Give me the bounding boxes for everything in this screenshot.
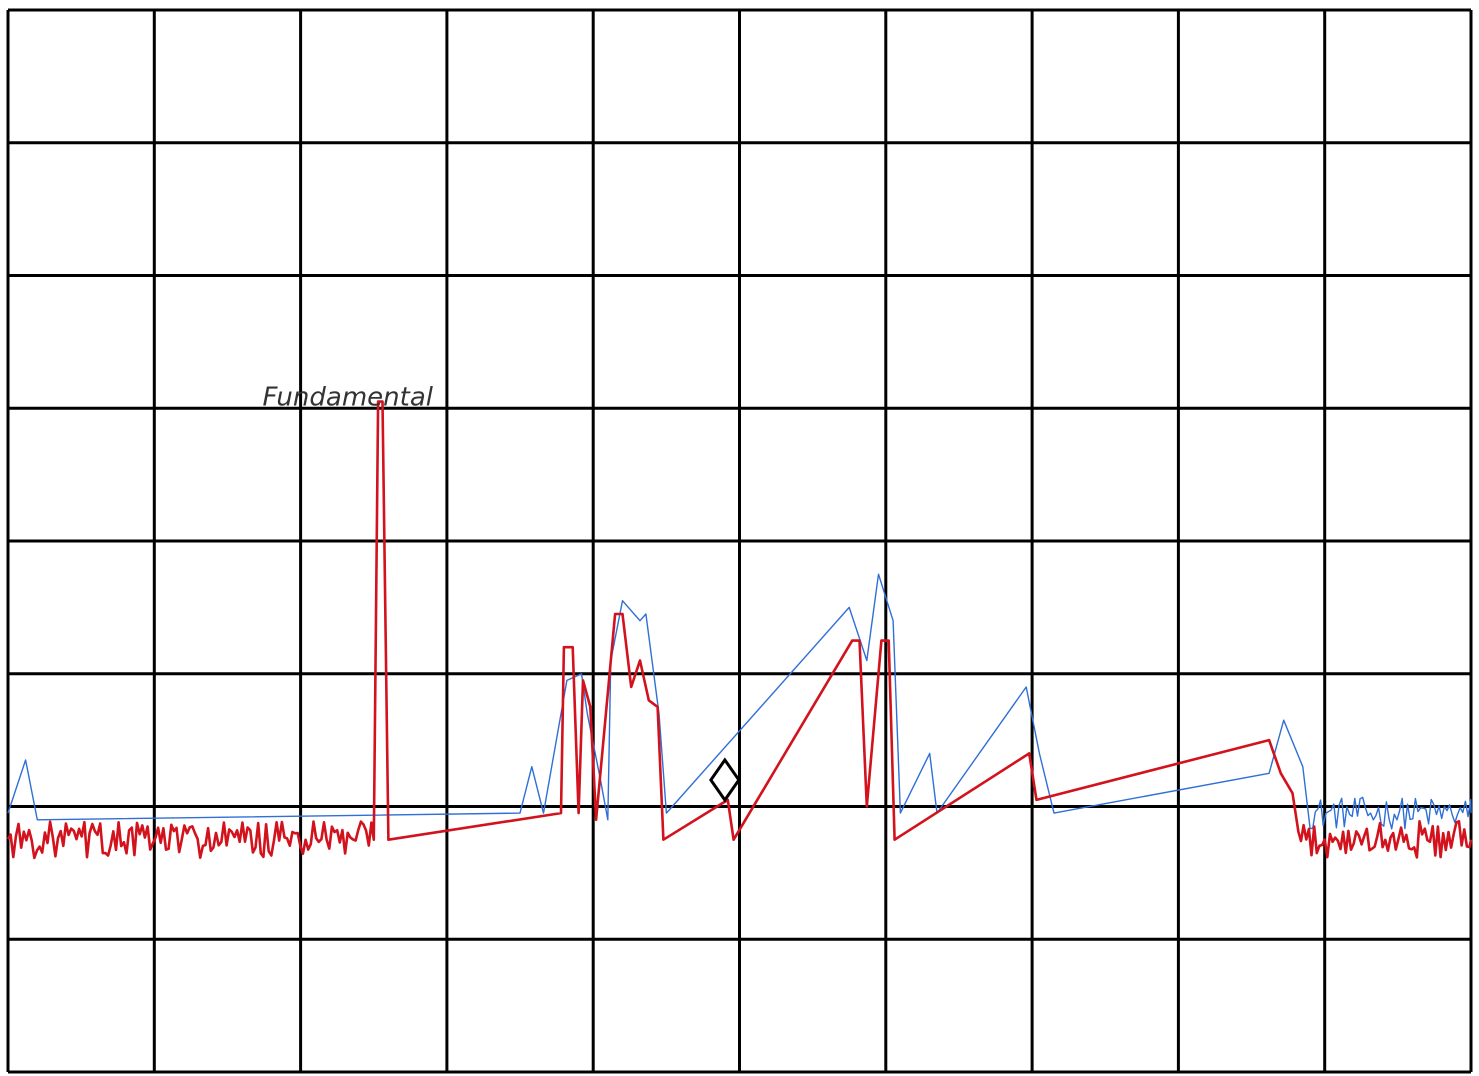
blue-trace — [7, 573, 1472, 830]
marker-diamond-icon — [709, 757, 741, 803]
fundamental-label: Fundamental — [263, 383, 434, 413]
grid — [6, 8, 1473, 1074]
red-trace — [6, 400, 1473, 860]
